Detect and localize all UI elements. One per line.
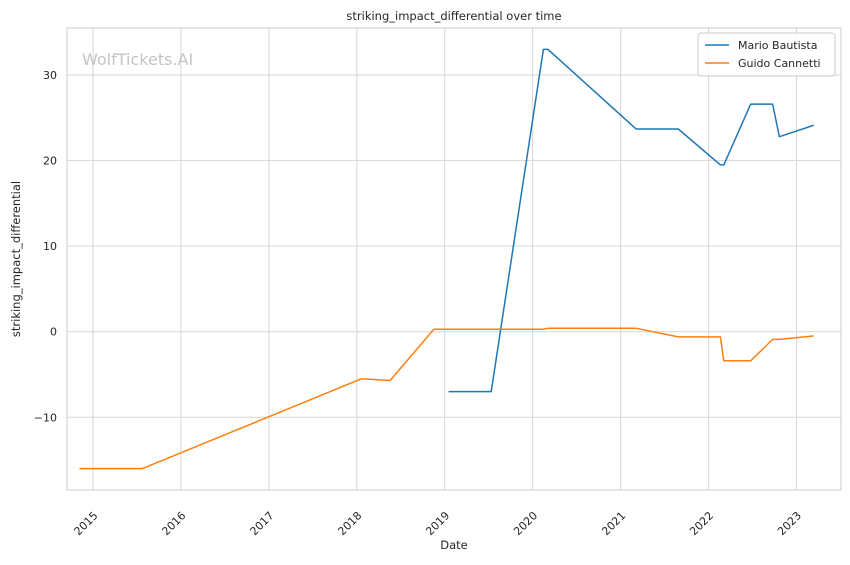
legend-label-guido-cannetti: Guido Cannetti xyxy=(738,57,821,70)
series-line-mario-bautista xyxy=(448,48,814,393)
series-line-guido-cannetti xyxy=(79,327,814,470)
watermark: WolfTickets.AI xyxy=(82,50,193,69)
legend-label-mario-bautista: Mario Bautista xyxy=(738,39,817,52)
x-axis-title: Date xyxy=(440,538,468,552)
plot-frame xyxy=(66,27,842,491)
legend: Mario Bautista Guido Cannetti xyxy=(697,32,836,77)
y-axis-ticks: −10 0 10 20 30 xyxy=(34,69,57,424)
legend-box xyxy=(697,32,836,77)
y-tick-label: 20 xyxy=(43,155,57,168)
y-tick-label: −10 xyxy=(34,411,57,424)
chart-title: striking_impact_differential over time xyxy=(346,9,561,23)
y-tick-label: 10 xyxy=(43,240,57,253)
y-tick-label: 30 xyxy=(43,69,57,82)
y-axis-title: striking_impact_differential xyxy=(9,181,23,337)
y-tick-label: 0 xyxy=(50,326,57,339)
series-layer xyxy=(79,48,814,470)
